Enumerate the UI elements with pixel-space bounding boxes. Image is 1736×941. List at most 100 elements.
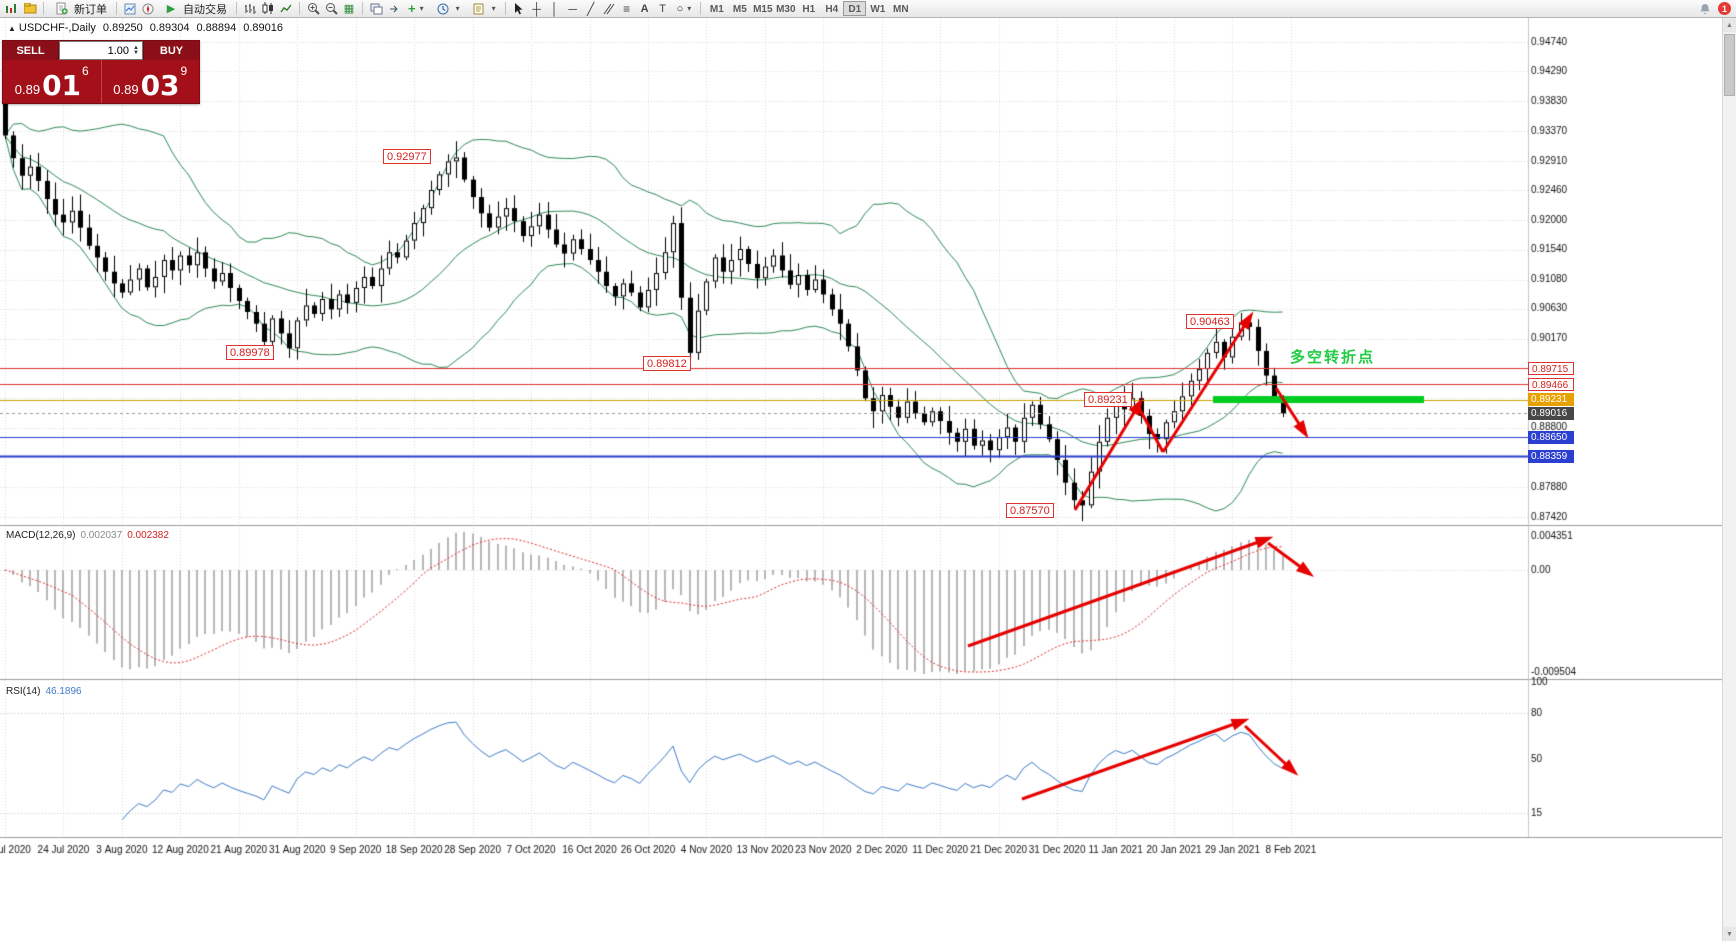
trendline-icon[interactable]: ╱ [587,1,595,16]
text-icon[interactable]: A [640,2,649,15]
timeframe-group: M1 M5 M15 M30 H1 H4 D1 W1 MN [705,1,912,16]
autotrade-button[interactable]: ▶ 自动交易 [157,1,232,17]
buy-price-big: 03 [140,69,180,103]
arrange-windows-icon[interactable] [367,1,385,17]
ohlc-close: 0.89016 [243,22,283,34]
profiles-icon[interactable] [21,1,39,17]
price-flag[interactable]: 0.87570 [1006,503,1054,518]
ohlc-open: 0.89250 [102,22,143,34]
notification-badge[interactable]: 1 [1718,2,1731,15]
candlestick-mode-icon[interactable] [259,1,277,17]
sell-price-big: 01 [42,69,82,103]
vertical-scrollbar[interactable]: ▲ ▼ [1722,18,1736,941]
toolbar-separator [43,2,44,15]
price-flag[interactable]: 0.89978 [226,345,274,360]
auto-scroll-icon[interactable] [385,1,403,17]
toolbar-separator [362,2,363,15]
timeframe-m5[interactable]: M5 [732,4,747,15]
price-tag: 0.89715 [1528,361,1574,375]
new-order-button[interactable]: 新订单 [48,1,112,17]
price-flag[interactable]: 0.89812 [643,356,691,371]
fibonacci-icon[interactable]: ≡ [623,1,631,16]
clock-icon [434,1,452,17]
shapes-button[interactable]: ○ ▾ [672,1,697,17]
price-flag[interactable]: 0.89231 [1084,392,1132,407]
tile-windows-icon[interactable]: ▦ [343,3,355,15]
sell-price-base: 0.89 [14,82,41,98]
chevron-down-icon: ▾ [419,4,424,13]
stepper-down-icon[interactable]: ▼ [133,49,139,56]
timeframe-h4[interactable]: H4 [825,4,839,15]
price-divider [100,60,102,103]
buy-price[interactable]: 0.89 03 9 [102,60,200,103]
new-order-label: 新订单 [74,3,107,16]
ohlc-low: 0.88894 [196,22,237,34]
cursor-icon[interactable] [510,1,528,17]
price-tag: 0.89231 [1528,393,1574,407]
toolbar: 新订单 ▶ 自动交易 ▦ + ▾ ▾ ▾ ┼ │ ─ ╱ ≡ A T ○ ▾ M1 M… [0,0,1736,18]
alerts-icon[interactable] [1696,1,1714,17]
rsi-value: 46.1896 [45,686,82,697]
toolbar-separator [299,2,300,15]
charts-window-icon[interactable] [3,1,21,17]
crosshair-icon[interactable]: ┼ [532,1,541,16]
buy-price-pip: 9 [180,64,188,78]
autotrade-play-icon: ▶ [166,3,176,15]
timeframe-w1[interactable]: W1 [870,4,886,15]
zoom-out-icon[interactable] [322,1,340,17]
vertical-line-icon[interactable]: │ [550,1,559,16]
timeframe-m1[interactable]: M1 [709,4,724,15]
timeframe-mn[interactable]: MN [893,4,909,15]
chevron-down-icon: ▾ [455,4,460,13]
macd-title: MACD(12,26,9) [6,530,76,541]
ohlc-high: 0.89304 [149,22,190,34]
chart-window: ▲ USDCHF-,Daily 0.89250 0.89304 0.88894 0.890… [0,18,1722,941]
bar-chart-mode-icon[interactable] [241,1,259,17]
toolbar-separator [504,2,506,15]
macd-main-value: 0.002037 [80,530,123,541]
scrollbar-thumb[interactable] [1724,34,1735,96]
navigator-icon[interactable] [139,1,157,17]
timeframe-h1[interactable]: H1 [802,4,816,15]
text-label-icon[interactable]: T [659,2,666,15]
scroll-down-icon[interactable]: ▼ [1723,927,1736,941]
sell-button[interactable]: SELL [3,41,59,60]
line-chart-mode-icon[interactable] [277,1,295,17]
autotrade-label: 自动交易 [183,3,227,16]
chart-canvas[interactable] [0,18,1722,941]
periods-button[interactable]: ▾ [429,1,465,17]
channel-icon[interactable] [600,1,618,17]
horizontal-line-icon[interactable]: ─ [568,1,577,16]
symbol-info: ▲ USDCHF-,Daily 0.89250 0.89304 0.88894 0.890… [8,22,283,34]
macd-signal-value: 0.002382 [127,530,169,541]
volume-value: 1.00 [107,44,130,57]
price-flag[interactable]: 0.92977 [383,149,431,164]
zoom-in-icon[interactable] [304,1,322,17]
price-tag: 0.89466 [1528,377,1574,391]
sell-price[interactable]: 0.89 01 6 [3,60,101,103]
buy-button[interactable]: BUY [143,41,199,60]
timeframe-m30[interactable]: M30 [776,4,796,15]
timeframe-d1[interactable]: D1 [843,1,867,16]
rsi-title: RSI(14) [6,686,41,697]
volume-stepper[interactable]: ▲ ▼ [133,44,139,56]
turning-point-label[interactable]: 多空转折点 [1290,349,1376,366]
stepper-up-icon[interactable]: ▲ [133,44,139,51]
sell-price-pip: 6 [82,64,89,78]
price-flag[interactable]: 0.90463 [1186,314,1234,329]
volume-input[interactable]: 1.00 ▲ ▼ [59,41,143,60]
template-icon [470,1,488,17]
rsi-info: RSI(14) 46.1896 [6,686,82,697]
market-watch-icon[interactable] [121,1,139,17]
price-tag: 0.88650 [1528,430,1574,444]
timeframe-m15[interactable]: M15 [753,4,773,15]
ellipse-icon: ○ [676,2,684,15]
add-indicator-button[interactable]: + ▾ [408,1,424,16]
templates-button[interactable]: ▾ [465,1,501,17]
buy-price-base: 0.89 [113,82,139,98]
toolbar-separator [116,2,117,15]
up-triangle-icon: ▲ [8,24,16,33]
chevron-down-icon: ▾ [687,4,692,13]
symbol-name: USDCHF-,Daily [18,22,96,34]
scroll-up-icon[interactable]: ▲ [1723,18,1736,32]
